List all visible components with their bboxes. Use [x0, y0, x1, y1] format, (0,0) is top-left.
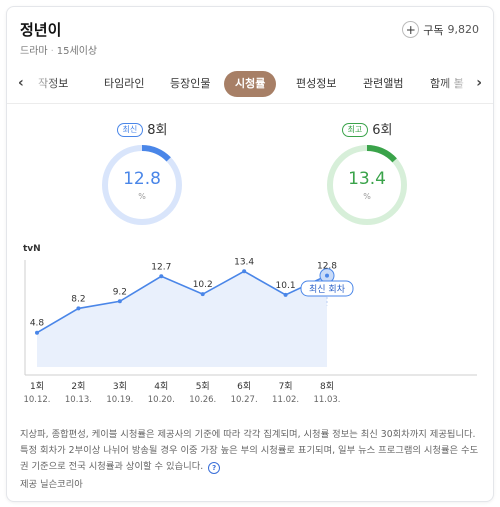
notes-text: 지상파, 종합편성, 케이블 시청률은 제공사의 기준에 따라 각각 집계되며,…: [20, 429, 479, 472]
highest-donut-chart: [327, 145, 407, 225]
ratings-card: 정년이 드라마·15세이상 + 구독 9,820 작정보 타임라인 등장인물 시…: [6, 6, 494, 502]
tab-fade-right: [441, 65, 471, 103]
highest-episode: 6회: [372, 123, 393, 138]
subscribe-button[interactable]: + 구독 9,820: [402, 21, 479, 38]
date-label-3: 10.19.: [106, 395, 133, 405]
tab-albums[interactable]: 관련앨범: [363, 77, 404, 90]
data-point-3: [117, 299, 122, 304]
value-label-7: 10.1: [276, 281, 296, 291]
latest-episode: 8회: [147, 123, 168, 138]
subscribe-label: 구독: [423, 23, 444, 37]
date-label-5: 10.26.: [189, 395, 216, 405]
episode-label-8: 8회: [320, 381, 334, 392]
highest-donut-arc: [327, 145, 407, 225]
episode-label-7: 7회: [279, 381, 293, 392]
episode-label-3: 3회: [113, 381, 127, 392]
date-label-1: 10.12.: [23, 395, 50, 405]
date-label-4: 10.20.: [148, 395, 175, 405]
latest-rating-block: 최신 8회 12.8 %: [67, 119, 217, 239]
tab-ratings[interactable]: 시청률: [224, 71, 277, 97]
value-label-3: 9.2: [113, 287, 127, 297]
data-point-4: [159, 274, 164, 279]
ratings-notes: 지상파, 종합편성, 케이블 시청률은 제공사의 기준에 따라 각각 집계되며,…: [20, 427, 486, 475]
chevron-left-icon[interactable]: ‹: [18, 75, 24, 91]
highest-rating-value: 13.4: [348, 169, 386, 189]
chart-area: [37, 271, 327, 367]
tab-bar: 작정보 타임라인 등장인물 시청률 편성정보 관련앨범 함께 볼 ‹ ›: [7, 65, 493, 104]
highest-rating-unit: %: [363, 192, 371, 201]
tab-schedule[interactable]: 편성정보: [296, 77, 337, 90]
data-point-1: [35, 330, 39, 335]
program-meta: 드라마 · 15세이상: [20, 46, 98, 57]
episode-label-6: 6회: [237, 381, 251, 392]
data-point-8: [325, 273, 329, 278]
episode-label-4: 4회: [154, 381, 168, 392]
value-label-2: 8.2: [71, 294, 85, 304]
rating-text: 15세이상: [56, 46, 98, 57]
question-icon[interactable]: ?: [208, 462, 221, 474]
data-point-2: [76, 306, 81, 311]
date-label-8: 11.03.: [313, 395, 340, 405]
episode-label-5: 5회: [196, 381, 210, 392]
latest-donut-arc: [102, 145, 182, 225]
chart-line: [36, 270, 328, 334]
date-label-2: 10.13.: [65, 395, 92, 405]
chevron-right-icon[interactable]: ›: [476, 75, 482, 91]
subscribe-count: 9,820: [447, 23, 480, 36]
genre-text: 드라마: [20, 46, 48, 57]
value-label-4: 12.7: [151, 262, 171, 272]
value-label-5: 10.2: [193, 280, 213, 290]
latest-donut-chart: [102, 145, 182, 225]
date-label-7: 11.02.: [272, 395, 299, 405]
ratings-line-chart: 4.8 1회 10.12. 8.2 2회 10.13. 9.2 3회 10.19. 12.7 4회 1…: [23, 257, 477, 405]
data-provider: 제공 닐슨코리아: [20, 479, 83, 490]
channel-label: tvN: [23, 244, 41, 254]
program-title[interactable]: 정년이: [20, 21, 62, 39]
tab-cast[interactable]: 등장인물: [170, 77, 211, 90]
tab-fade-left: [29, 65, 59, 103]
plus-icon: +: [402, 21, 420, 38]
value-label-6: 13.4: [234, 257, 254, 267]
latest-episode-label: 최신 회차: [309, 283, 346, 295]
date-label-6: 10.27.: [231, 395, 258, 405]
episode-label-1: 1회: [30, 381, 44, 392]
data-point-7: [283, 292, 288, 297]
episode-label-2: 2회: [71, 381, 85, 392]
value-label-8: 12.8: [317, 262, 337, 272]
latest-rating-unit: %: [138, 192, 146, 201]
highest-badge: 최고: [341, 123, 369, 137]
latest-badge: 최신: [116, 123, 144, 137]
latest-rating-value: 12.8: [123, 169, 161, 189]
highest-rating-block: 최고 6회 13.4 %: [292, 119, 442, 239]
data-point-5: [200, 292, 205, 297]
tab-timeline[interactable]: 타임라인: [104, 77, 145, 90]
value-label-1: 4.8: [30, 319, 45, 329]
data-point-6: [242, 269, 247, 274]
latest-episode-pill: [300, 280, 354, 297]
